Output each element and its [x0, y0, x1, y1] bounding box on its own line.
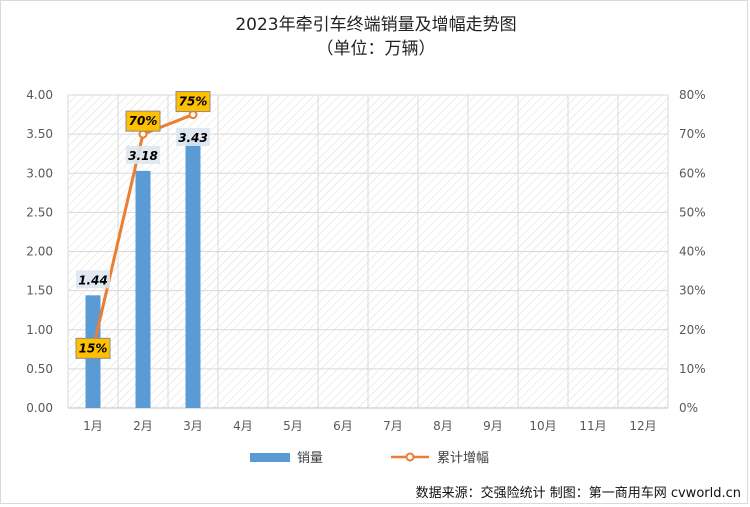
- y-right-tick-label: 80%: [679, 88, 706, 102]
- x-tick-label: 8月: [433, 419, 453, 433]
- y-right-tick-label: 10%: [679, 362, 706, 376]
- bar-label-text: 3.43: [178, 131, 208, 145]
- y-right-tick-label: 50%: [679, 205, 706, 219]
- y-left-tick-label: 0.00: [26, 401, 53, 415]
- growth-point: [188, 110, 198, 120]
- growth-label-text: 70%: [129, 114, 158, 128]
- bar-value-label: 3.18: [126, 145, 160, 164]
- y-axis-left: 0.00 0.50 1.00 1.50 2.00 2.50 3.00 3.50 4.00: [26, 88, 53, 415]
- bar: [185, 139, 201, 409]
- gridlines: [67, 94, 669, 409]
- y-left-tick-label: 1.00: [26, 323, 53, 337]
- y-left-tick-label: 3.50: [26, 127, 53, 141]
- bar: [135, 170, 151, 408]
- x-tick-label: 12月: [629, 419, 656, 433]
- growth-label-text: 75%: [179, 95, 208, 109]
- y-left-tick-label: 2.00: [26, 245, 53, 259]
- bar-label-text: 1.44: [78, 273, 108, 287]
- growth-value-label: 15%: [75, 337, 111, 359]
- y-left-tick-label: 4.00: [26, 88, 53, 102]
- x-tick-label: 6月: [333, 419, 353, 433]
- y-left-tick-label: 0.50: [26, 362, 53, 376]
- growth-label-text: 15%: [79, 341, 108, 355]
- bar-label-box: [126, 145, 160, 164]
- x-tick-label: 11月: [579, 419, 606, 433]
- y-right-tick-label: 70%: [679, 127, 706, 141]
- bar-value-label: 1.44: [76, 270, 110, 289]
- x-tick-label: 3月: [183, 419, 203, 433]
- growth-value-label: 75%: [175, 91, 211, 113]
- y-left-tick-label: 3.00: [26, 166, 53, 180]
- x-tick-label: 1月: [83, 419, 103, 433]
- bar-value-label: 3.43: [176, 128, 210, 146]
- y-right-tick-label: 30%: [679, 284, 706, 298]
- x-tick-label: 2月: [133, 419, 153, 433]
- y-axis-right: 0% 10% 20% 30% 40% 50% 60% 70% 80%: [679, 88, 706, 415]
- x-tick-label: 7月: [383, 419, 403, 433]
- x-tick-label: 4月: [233, 419, 253, 433]
- chart-title: 2023年牵引车终端销量及增幅走势图: [235, 15, 516, 35]
- legend: 销量 累计增幅: [250, 451, 489, 466]
- source-note: 数据来源：交强险统计 制图：第一商用车网 cvworld.cn: [416, 485, 741, 501]
- bar-label-box: [76, 270, 110, 289]
- y-right-tick-label: 20%: [679, 323, 706, 337]
- chart-subtitle: （单位：万辆）: [317, 39, 436, 59]
- y-left-tick-label: 1.50: [26, 284, 53, 298]
- data-labels: 1.44 3.18 3.43 15% 70% 75%: [75, 91, 211, 359]
- growth-label-box: [75, 337, 111, 359]
- y-right-tick-label: 40%: [679, 245, 706, 259]
- y-right-tick-label: 0%: [679, 401, 698, 415]
- x-tick-label: 10月: [529, 419, 556, 433]
- legend-marker-growth: [405, 452, 415, 462]
- x-tick-label: 5月: [283, 419, 303, 433]
- bar-label-text: 3.18: [128, 149, 158, 163]
- x-axis: 1月 2月 3月 4月 5月 6月 7月 8月 9月 10月 11月 12月: [68, 407, 668, 433]
- y-right-tick-label: 60%: [679, 166, 706, 180]
- growth-label-box: [175, 91, 211, 113]
- growth-point: [138, 129, 148, 139]
- growth-value-label: 70%: [125, 110, 161, 132]
- legend-label-sales: 销量: [297, 451, 323, 466]
- legend-label-growth: 累计增幅: [437, 451, 489, 466]
- legend-swatch-sales: [250, 453, 290, 462]
- bar-label-box: [176, 128, 210, 146]
- y-left-tick-label: 2.50: [26, 205, 53, 219]
- x-tick-label: 9月: [483, 419, 503, 433]
- growth-label-box: [125, 110, 161, 132]
